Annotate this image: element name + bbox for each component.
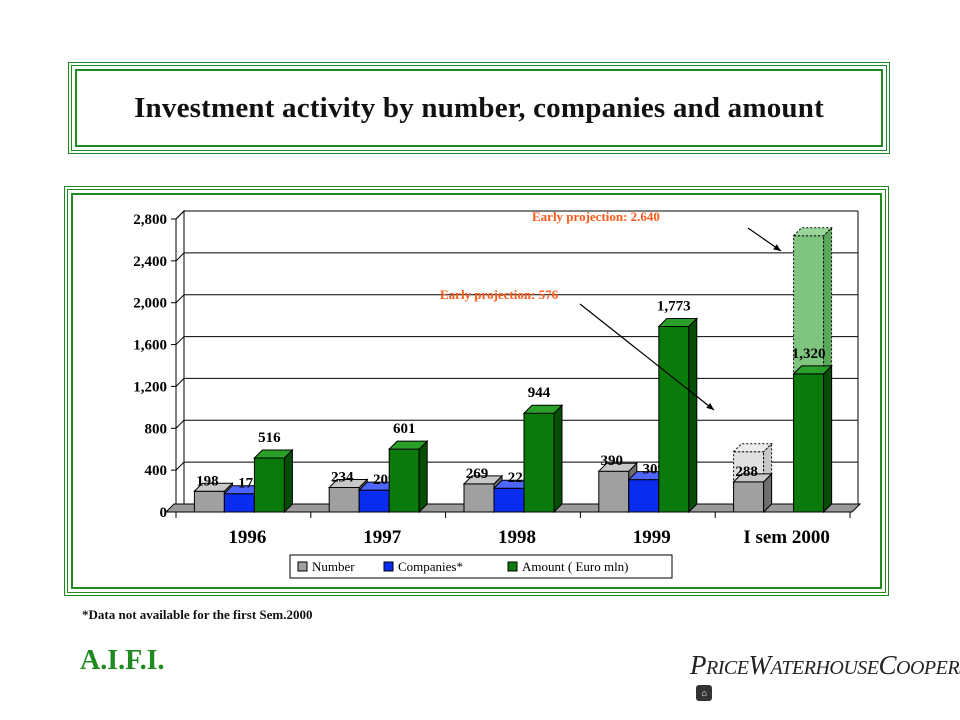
projection-label: Early projection: 576 <box>440 287 559 302</box>
data-label: 944 <box>528 385 551 401</box>
bar-number-top <box>462 475 504 485</box>
title-frame-inner <box>75 69 883 147</box>
bar-amount-side <box>688 317 698 514</box>
x-tick-label: 1997 <box>363 527 402 548</box>
bar-number <box>193 490 225 513</box>
grid-line <box>175 252 858 262</box>
legend-label-companies: Companies* <box>398 559 463 574</box>
data-label: 516 <box>258 430 281 446</box>
bar-number <box>733 481 765 513</box>
chart-frame: 0 400 800 1,200 1,600 2,000 2,400 2,800 198 175 51… <box>64 186 889 596</box>
y-tick-label: 2,800 <box>133 212 167 228</box>
data-label: 269 <box>466 466 489 482</box>
data-label: 234 <box>331 470 354 486</box>
bar-number <box>463 483 495 513</box>
bar-amount-top <box>387 440 429 450</box>
grid-line <box>175 210 858 220</box>
bar-amount-side <box>418 439 428 514</box>
bar-number <box>598 470 630 513</box>
grid-line <box>175 419 858 429</box>
legend-swatch-amount <box>507 561 518 572</box>
legend-swatch-number <box>297 561 308 572</box>
y-tick-label: 1,200 <box>133 379 167 395</box>
bar-number <box>328 487 360 513</box>
bar-amount-top <box>522 404 564 414</box>
page-title: Investment activity by number, companies… <box>134 91 824 124</box>
x-tick-label: 1996 <box>228 527 266 548</box>
bar-amount-top <box>792 365 833 375</box>
projection-arrow <box>579 303 715 411</box>
bar-number-top <box>193 482 234 492</box>
y-tick-label: 400 <box>145 463 168 479</box>
data-label: 1,320 <box>792 346 826 362</box>
y-tick-label: 0 <box>160 505 168 521</box>
x-tick-label: 1998 <box>498 527 536 548</box>
bar-amount-side <box>283 448 293 514</box>
plot-side-wall <box>175 209 185 514</box>
pwc-emblem-icon: ⌂ <box>696 685 712 702</box>
bar-amount-side <box>823 364 833 514</box>
grid-line <box>175 294 858 304</box>
footnote: *Data not available for the first Sem.20… <box>82 607 313 622</box>
title-frame: Investment activity by number, companies… <box>68 62 890 154</box>
bar-companies <box>358 489 390 513</box>
bar-number-top <box>732 473 773 483</box>
grid-line <box>175 377 858 387</box>
bar-number-top <box>327 479 369 489</box>
grid-line <box>175 461 858 471</box>
bar-companies <box>628 479 660 513</box>
projection-bar-number-top <box>732 443 773 453</box>
projection-arrowhead <box>773 244 781 251</box>
bar-amount-top <box>253 449 294 459</box>
data-label: 601 <box>393 421 416 437</box>
projection-bar-amount-top <box>792 227 833 237</box>
y-tick-label: 2,400 <box>133 254 167 270</box>
pwc-logo: PRICEWATERHOUSECOOPERS⌂ <box>690 650 960 704</box>
legend-label-amount: Amount ( Euro mln) <box>522 559 629 574</box>
bar-amount <box>658 325 690 513</box>
chart-frame-inner <box>71 193 882 589</box>
x-tick-label: I sem 2000 <box>743 527 830 548</box>
bar-amount <box>793 373 825 513</box>
bar-companies <box>493 487 525 513</box>
bar-amount <box>388 448 420 513</box>
bar-amount <box>523 412 555 513</box>
bar-number-top <box>597 462 639 472</box>
bar-amount-top <box>657 317 699 327</box>
grid-line <box>175 336 858 345</box>
data-label: 1,773 <box>657 298 691 314</box>
legend-box <box>289 554 673 579</box>
y-tick-label: 1,600 <box>133 338 167 354</box>
legend-label-number: Number <box>312 559 355 574</box>
legend-swatch-companies <box>383 561 394 572</box>
projection-arrowhead <box>706 402 714 410</box>
y-tick-label: 800 <box>145 421 168 437</box>
bar-companies <box>223 493 255 513</box>
y-tick-label: 2,000 <box>133 296 167 312</box>
bar-amount <box>253 457 285 513</box>
x-tick-label: 1999 <box>633 527 671 548</box>
data-label: 198 <box>196 473 219 489</box>
bar-amount-side <box>553 404 563 514</box>
aifi-logo: A.I.F.I. <box>80 645 165 676</box>
data-label: 288 <box>735 464 758 480</box>
data-label: 390 <box>601 453 624 469</box>
projection-label: Early projection: 2.640 <box>532 209 660 224</box>
